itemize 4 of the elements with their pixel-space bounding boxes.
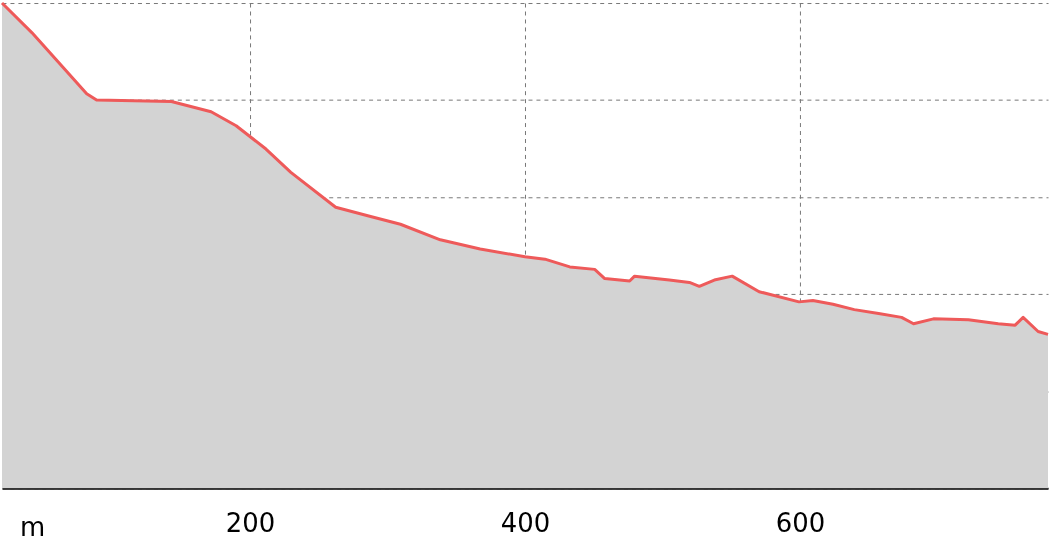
x-tick-label: 600 xyxy=(775,507,826,538)
x-axis-title: m xyxy=(19,511,46,542)
x-tick-label: 400 xyxy=(500,507,551,538)
x-tick-label: 200 xyxy=(225,507,276,538)
